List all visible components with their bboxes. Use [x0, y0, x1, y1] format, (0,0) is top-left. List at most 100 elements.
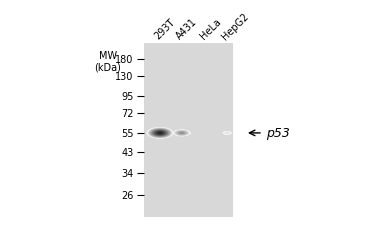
Text: 95: 95 — [121, 92, 134, 102]
Ellipse shape — [224, 132, 231, 135]
Ellipse shape — [224, 132, 230, 134]
Ellipse shape — [174, 130, 190, 136]
Text: 43: 43 — [121, 147, 134, 157]
Ellipse shape — [224, 132, 230, 134]
Ellipse shape — [148, 128, 172, 138]
Bar — [144, 44, 233, 217]
Ellipse shape — [147, 128, 173, 139]
Ellipse shape — [153, 130, 167, 136]
Text: 55: 55 — [121, 128, 134, 138]
Ellipse shape — [224, 132, 230, 134]
Ellipse shape — [156, 132, 164, 135]
Text: HepG2: HepG2 — [220, 11, 251, 42]
Text: 180: 180 — [115, 55, 134, 65]
Ellipse shape — [223, 132, 231, 135]
Ellipse shape — [176, 131, 188, 136]
Ellipse shape — [226, 133, 228, 134]
Ellipse shape — [157, 132, 163, 134]
Ellipse shape — [157, 132, 163, 135]
Ellipse shape — [226, 133, 229, 134]
Ellipse shape — [223, 132, 231, 135]
Ellipse shape — [147, 128, 172, 139]
Ellipse shape — [176, 131, 188, 136]
Ellipse shape — [158, 132, 162, 134]
Ellipse shape — [180, 133, 183, 134]
Ellipse shape — [153, 130, 167, 136]
Ellipse shape — [226, 133, 228, 134]
Ellipse shape — [150, 129, 170, 138]
Text: 72: 72 — [121, 109, 134, 119]
Ellipse shape — [155, 131, 166, 136]
Ellipse shape — [158, 132, 162, 134]
Ellipse shape — [152, 130, 168, 137]
Ellipse shape — [177, 132, 186, 135]
Ellipse shape — [224, 132, 230, 134]
Ellipse shape — [179, 132, 184, 134]
Ellipse shape — [181, 133, 183, 134]
Ellipse shape — [224, 132, 231, 135]
Ellipse shape — [180, 132, 184, 134]
Text: MW
(kDa): MW (kDa) — [94, 51, 121, 73]
Text: 26: 26 — [121, 190, 134, 200]
Ellipse shape — [155, 131, 165, 136]
Ellipse shape — [179, 132, 185, 134]
Ellipse shape — [179, 132, 184, 134]
Ellipse shape — [154, 131, 166, 136]
Ellipse shape — [225, 132, 229, 134]
Text: p53: p53 — [266, 127, 290, 140]
Ellipse shape — [150, 129, 170, 138]
Ellipse shape — [156, 132, 164, 135]
Ellipse shape — [159, 133, 161, 134]
Ellipse shape — [176, 131, 187, 136]
Ellipse shape — [226, 133, 228, 134]
Ellipse shape — [223, 132, 231, 135]
Ellipse shape — [180, 133, 184, 134]
Ellipse shape — [149, 129, 171, 138]
Ellipse shape — [226, 133, 228, 134]
Ellipse shape — [178, 132, 186, 135]
Ellipse shape — [177, 132, 187, 135]
Ellipse shape — [226, 133, 228, 134]
Text: 130: 130 — [115, 72, 134, 82]
Ellipse shape — [226, 133, 229, 134]
Text: HeLa: HeLa — [199, 17, 223, 42]
Ellipse shape — [159, 133, 161, 134]
Ellipse shape — [148, 128, 172, 138]
Ellipse shape — [224, 132, 230, 134]
Ellipse shape — [223, 132, 231, 135]
Ellipse shape — [176, 131, 187, 136]
Ellipse shape — [181, 133, 182, 134]
Ellipse shape — [152, 130, 169, 137]
Ellipse shape — [177, 132, 186, 135]
Ellipse shape — [227, 133, 228, 134]
Ellipse shape — [174, 130, 189, 136]
Ellipse shape — [173, 130, 191, 137]
Ellipse shape — [151, 130, 169, 137]
Ellipse shape — [175, 131, 188, 136]
Ellipse shape — [147, 128, 173, 139]
Ellipse shape — [225, 132, 229, 134]
Text: A431: A431 — [175, 17, 199, 42]
Ellipse shape — [178, 132, 186, 135]
Ellipse shape — [223, 132, 231, 135]
Ellipse shape — [152, 130, 167, 137]
Ellipse shape — [226, 133, 228, 134]
Ellipse shape — [175, 131, 189, 136]
Ellipse shape — [225, 133, 229, 134]
Text: 34: 34 — [121, 168, 134, 178]
Ellipse shape — [179, 132, 185, 134]
Ellipse shape — [177, 132, 187, 135]
Ellipse shape — [223, 132, 232, 135]
Ellipse shape — [175, 131, 189, 136]
Ellipse shape — [159, 133, 161, 134]
Ellipse shape — [149, 128, 171, 138]
Ellipse shape — [156, 132, 164, 135]
Ellipse shape — [181, 133, 183, 134]
Ellipse shape — [225, 132, 229, 134]
Ellipse shape — [225, 132, 229, 134]
Ellipse shape — [173, 130, 190, 136]
Ellipse shape — [154, 131, 166, 136]
Text: 293T: 293T — [153, 17, 177, 42]
Ellipse shape — [151, 129, 169, 138]
Ellipse shape — [174, 130, 189, 136]
